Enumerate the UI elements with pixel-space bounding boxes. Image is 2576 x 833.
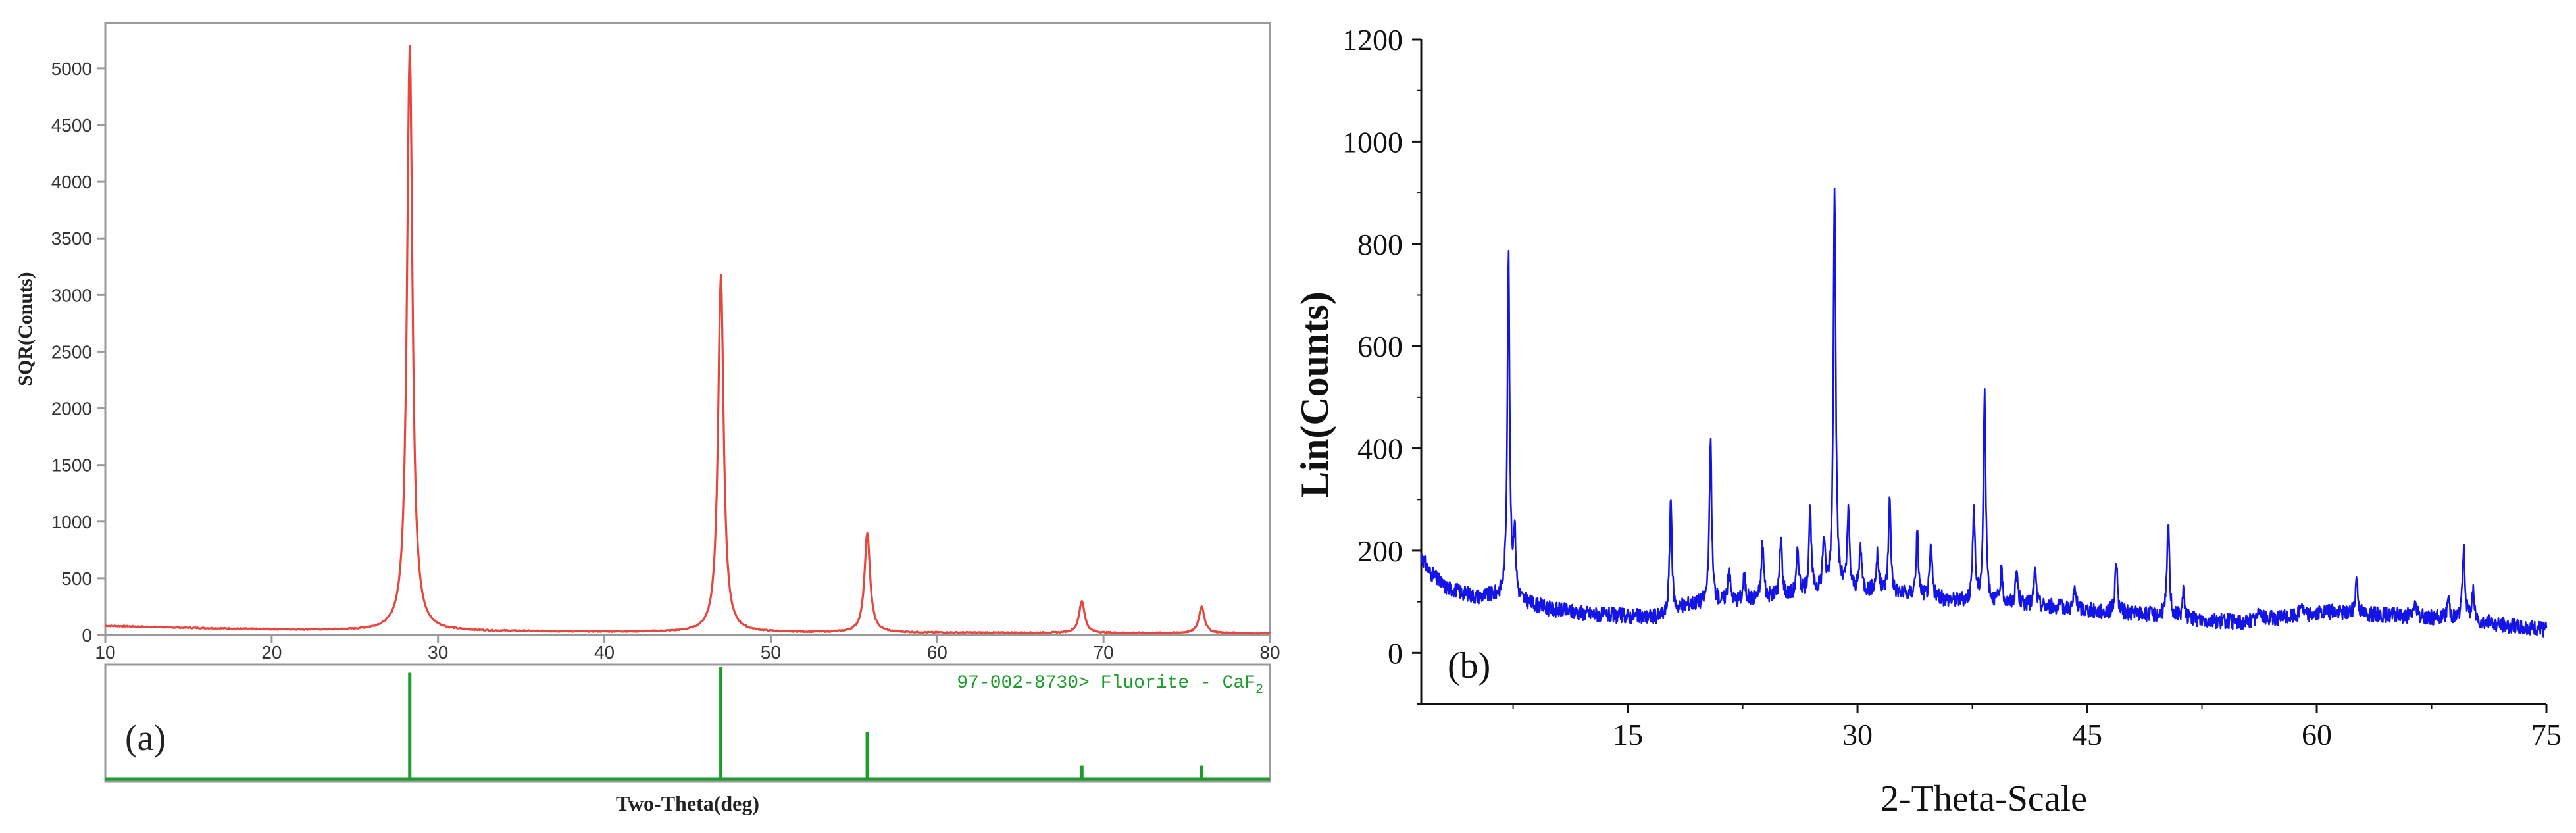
panel-b-y-tick-label: 1200 xyxy=(1342,23,1403,57)
panel-b-y-tick-label: 800 xyxy=(1357,228,1403,261)
panel-b-y-tick-label: 400 xyxy=(1357,432,1403,466)
panel-a-reference-lines xyxy=(105,667,1270,781)
panel-a-x-tick-label: 70 xyxy=(1094,642,1114,663)
panel-a: 0 500 1000 1500 2000 2500 3000 3500 4000 4500 5000… xyxy=(14,22,1280,815)
panel-b-y-tick-label: 0 xyxy=(1388,636,1403,670)
panel-b: 0 200 400 600 800 1000 1200 15 30 45 60 75 (b) 2-T… xyxy=(1293,23,2562,819)
panel-a-y-tick-label: 1500 xyxy=(51,455,92,476)
panel-b-y-tick-label: 200 xyxy=(1357,534,1403,568)
panel-a-xrd-pattern xyxy=(105,45,1271,635)
panel-b-xrd-pattern xyxy=(1420,187,2548,638)
panel-a-y-axis-label: SQR(Conuts) xyxy=(14,272,36,386)
panel-b-x-tick-label: 30 xyxy=(1842,718,1873,751)
panel-a-reference-frame xyxy=(104,663,1271,783)
panel-a-x-tick-label: 80 xyxy=(1259,642,1280,663)
panel-a-y-tick-label: 0 xyxy=(82,625,92,645)
panel-a-x-axis: 10 20 30 40 50 60 70 80 xyxy=(95,635,1280,663)
reference-name: Fluorite - CaF xyxy=(1101,673,1255,694)
panel-b-x-axis: 15 30 45 60 75 xyxy=(1512,704,2562,751)
panel-a-y-tick-label: 3000 xyxy=(51,285,92,305)
panel-a-y-tick-label: 2000 xyxy=(51,399,92,419)
panel-b-y-tick-label: 1000 xyxy=(1342,125,1403,159)
reference-card-label: 97-002-8730> Fluorite - CaF2 xyxy=(957,673,1263,697)
panel-a-x-tick-label: 10 xyxy=(95,642,115,663)
reference-code: 97-002-8730> xyxy=(957,673,1090,694)
panel-b-y-axis-label: Lin(Counts) xyxy=(1293,291,1336,497)
panel-a-x-tick-label: 20 xyxy=(261,642,282,663)
panel-a-label: (a) xyxy=(125,718,166,759)
panel-a-y-tick-label: 1000 xyxy=(51,512,92,532)
panel-a-y-axis: 0 500 1000 1500 2000 2500 3000 3500 4000 4500 5000 xyxy=(51,59,105,645)
panel-a-y-tick-label: 5000 xyxy=(51,59,92,79)
reference-subscript: 2 xyxy=(1255,682,1263,697)
panel-b-y-tick-label: 600 xyxy=(1357,330,1403,363)
panel-b-x-axis-label: 2-Theta-Scale xyxy=(1881,778,2087,819)
panel-a-y-tick-label: 4000 xyxy=(51,172,92,192)
panel-a-y-tick-label: 3500 xyxy=(51,228,92,249)
panel-b-label: (b) xyxy=(1448,645,1490,686)
panel-a-x-tick-label: 60 xyxy=(927,642,947,663)
panel-b-x-tick-label: 15 xyxy=(1613,718,1643,751)
panel-a-x-tick-label: 50 xyxy=(761,642,781,663)
panel-b-x-tick-label: 75 xyxy=(2531,718,2562,751)
panel-a-x-tick-label: 40 xyxy=(594,642,615,663)
panel-a-main-frame xyxy=(104,22,1271,636)
panel-a-y-tick-label: 2500 xyxy=(51,341,92,362)
panel-a-y-tick-label: 4500 xyxy=(51,115,92,136)
panel-b-x-tick-label: 45 xyxy=(2072,718,2102,751)
panel-b-y-axis: 0 200 400 600 800 1000 1200 xyxy=(1342,23,1421,705)
panel-a-x-axis-label: Two-Theta(deg) xyxy=(616,792,759,815)
panel-a-x-tick-label: 30 xyxy=(428,642,448,663)
panel-a-y-tick-label: 500 xyxy=(61,568,92,589)
panel-b-x-tick-label: 60 xyxy=(2302,718,2332,751)
